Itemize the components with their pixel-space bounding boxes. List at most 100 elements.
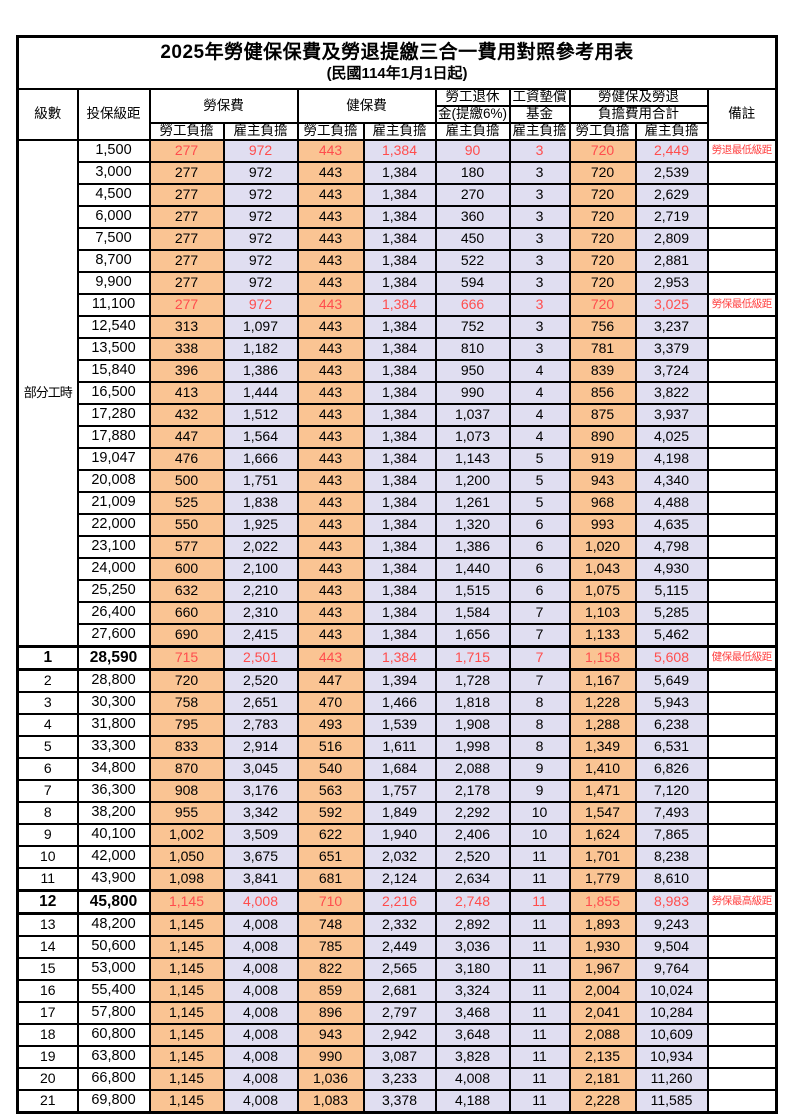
value-cell: 4,488 <box>634 491 709 515</box>
value-cell: 9 <box>508 757 571 781</box>
bracket-cell: 25,250 <box>76 579 151 603</box>
col-header-pension-line2: 金(提繳6%) <box>434 105 511 124</box>
value-cell: 870 <box>148 757 225 781</box>
value-cell: 4,008 <box>434 1067 511 1091</box>
value-cell: 443 <box>296 513 365 537</box>
table-row: 11 43,900 1,098 3,841 681 2,124 2,634 11 1,779 8,… <box>16 867 778 892</box>
value-cell: 748 <box>296 912 365 937</box>
premium-table: 2025年勞健保保費及勞退提繳三合一費用對照參考用表 (民國114年1月1日起)… <box>16 35 779 1114</box>
value-cell: 277 <box>148 271 225 295</box>
value-cell: 1,384 <box>362 491 437 515</box>
value-cell: 443 <box>296 381 365 405</box>
value-cell: 180 <box>434 161 511 185</box>
value-cell: 3 <box>508 205 571 229</box>
value-cell: 1,145 <box>148 1089 225 1114</box>
value-cell: 4,025 <box>634 425 709 449</box>
value-cell: 1,145 <box>148 889 225 915</box>
value-cell: 1,384 <box>362 139 437 163</box>
value-cell: 1,624 <box>568 823 637 847</box>
value-cell: 9,764 <box>634 957 709 981</box>
value-cell: 822 <box>296 957 365 981</box>
bracket-cell: 53,000 <box>76 957 151 981</box>
value-cell: 2,178 <box>434 779 511 803</box>
table-row: 8 38,200 955 3,342 592 1,849 2,292 10 1,547 7,493 <box>16 801 778 825</box>
value-cell: 4,008 <box>222 1067 299 1091</box>
value-cell: 11 <box>508 889 571 915</box>
value-cell: 972 <box>222 249 299 273</box>
value-cell: 908 <box>148 779 225 803</box>
value-cell: 2,415 <box>222 623 299 648</box>
value-cell: 443 <box>296 227 365 251</box>
table-row: 20,008 500 1,751 443 1,384 1,200 5 943 4,340 <box>18 469 778 493</box>
value-cell: 1,073 <box>434 425 511 449</box>
value-cell: 795 <box>148 713 225 737</box>
remark-cell <box>706 912 778 937</box>
value-cell: 4,008 <box>222 912 299 937</box>
subheader-total-employee: 勞工負擔 <box>568 122 637 141</box>
table-row: 2 28,800 720 2,520 447 1,394 1,728 7 1,167 5,649 <box>16 668 778 693</box>
value-cell: 1,103 <box>568 601 637 625</box>
header-row-2: 金(提繳6%) 基金 負擔費用合計 <box>18 105 777 124</box>
table-row: 12 45,800 1,145 4,008 710 2,216 2,748 11 1,855 8,… <box>16 889 778 915</box>
table-row: 26,400 660 2,310 443 1,384 1,584 7 1,103 5,285 <box>18 601 778 625</box>
value-cell: 972 <box>222 227 299 251</box>
remark-cell <box>706 935 778 959</box>
value-cell: 2,292 <box>434 801 511 825</box>
value-cell: 10,934 <box>634 1045 709 1069</box>
remark-cell <box>706 735 778 759</box>
value-cell: 1,145 <box>148 1023 225 1047</box>
remark-cell <box>706 513 778 537</box>
table-row: 16 55,400 1,145 4,008 859 2,681 3,324 11 2,004 10… <box>16 979 778 1003</box>
level-cell: 17 <box>16 1001 79 1025</box>
bracket-cell: 33,300 <box>76 735 151 759</box>
value-cell: 5,649 <box>634 668 709 693</box>
value-cell: 1,925 <box>222 513 299 537</box>
value-cell: 1,547 <box>568 801 637 825</box>
value-cell: 450 <box>434 227 511 251</box>
value-cell: 785 <box>296 935 365 959</box>
table-row: 3,000 277 972 443 1,384 180 3 720 2,539 <box>18 161 778 185</box>
bracket-cell: 17,280 <box>76 403 151 427</box>
value-cell: 1,050 <box>148 845 225 869</box>
value-cell: 660 <box>148 601 225 625</box>
subheader-wage-fund-employer: 雇主負擔 <box>508 122 571 141</box>
value-cell: 7 <box>508 668 571 693</box>
level-cell: 12 <box>16 889 79 915</box>
value-cell: 972 <box>222 139 299 163</box>
value-cell: 277 <box>148 139 225 163</box>
value-cell: 4,198 <box>634 447 709 471</box>
value-cell: 720 <box>568 183 637 207</box>
table-row: 15 53,000 1,145 4,008 822 2,565 3,180 11 1,967 9,… <box>16 957 778 981</box>
value-cell: 3 <box>508 227 571 251</box>
value-cell: 859 <box>296 979 365 1003</box>
remark-cell <box>706 1001 778 1025</box>
value-cell: 1,512 <box>222 403 299 427</box>
value-cell: 875 <box>568 403 637 427</box>
table-row: 4 31,800 795 2,783 493 1,539 1,908 8 1,288 6,238 <box>16 713 778 737</box>
value-cell: 890 <box>568 425 637 449</box>
table-row: 11,100 277 972 443 1,384 666 3 720 3,025 勞保最低級距 <box>18 293 778 317</box>
bracket-cell: 34,800 <box>76 757 151 781</box>
value-cell: 3 <box>508 315 571 339</box>
value-cell: 1,998 <box>434 735 511 759</box>
value-cell: 2,892 <box>434 912 511 937</box>
value-cell: 5,115 <box>634 579 709 603</box>
remark-cell <box>706 713 778 737</box>
value-cell: 11 <box>508 867 571 892</box>
value-cell: 11 <box>508 845 571 869</box>
value-cell: 1,444 <box>222 381 299 405</box>
value-cell: 2,539 <box>634 161 709 185</box>
value-cell: 10 <box>508 801 571 825</box>
table-row: 12,540 313 1,097 443 1,384 752 3 756 3,237 <box>18 315 778 339</box>
remark-cell: 勞保最低級距 <box>706 293 778 317</box>
value-cell: 972 <box>222 293 299 317</box>
value-cell: 1,855 <box>568 889 637 915</box>
value-cell: 1,384 <box>362 403 437 427</box>
remark-cell <box>706 601 778 625</box>
table-row: 3 30,300 758 2,651 470 1,466 1,818 8 1,228 5,943 <box>16 691 778 715</box>
bracket-cell: 16,500 <box>76 381 151 405</box>
bracket-cell: 38,200 <box>76 801 151 825</box>
value-cell: 7,120 <box>634 779 709 803</box>
value-cell: 8 <box>508 735 571 759</box>
level-cell: 5 <box>16 735 79 759</box>
